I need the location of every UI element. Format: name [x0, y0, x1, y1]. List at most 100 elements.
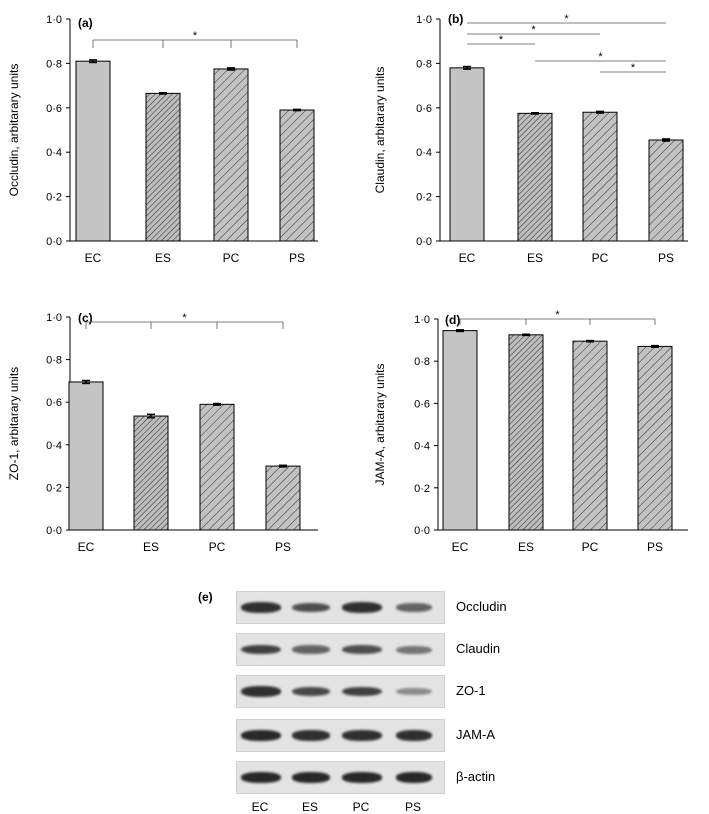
blot-lane-label: EC — [251, 800, 269, 814]
y-tick-label: 0·4 — [46, 440, 62, 452]
chart-panel-d: (d) 0·0 0·2 0·4 0·6 0·8 1·0 JAM-A, arbitarary u… — [373, 309, 688, 554]
significance-star: * — [564, 13, 569, 25]
blot-row-occludin — [236, 591, 445, 624]
y-axis-label: Occludin, arbitarary units — [7, 64, 21, 197]
error-bar-ec — [456, 329, 464, 333]
band-pc — [342, 644, 382, 655]
band-ps — [396, 772, 432, 783]
x-tick-label: PC — [582, 540, 599, 554]
bar-pc — [199, 403, 235, 531]
y-tick-label: 0·0 — [414, 525, 430, 537]
panel-label: (d) — [445, 313, 460, 327]
error-bar-ec — [89, 59, 97, 64]
y-tick-label: 0·8 — [416, 58, 432, 70]
significance-bracket: * — [459, 309, 656, 325]
chart-panel-c: (c) 0·0 0·2 0·4 0·6 0·8 1·0 ZO-1, arbitarary un… — [7, 311, 318, 554]
y-tick-label: 0·4 — [416, 147, 432, 159]
significance-star: * — [182, 312, 187, 324]
significance-star: * — [555, 309, 560, 321]
x-tick-label: ES — [527, 251, 543, 265]
chart-panel-a: (a) 0·0 0·2 0·4 0·6 0·8 1·0 Occludin, arbitarar… — [7, 14, 318, 265]
band-ec — [241, 772, 281, 783]
x-tick-label: ES — [518, 540, 534, 554]
error-bar-ps — [651, 344, 659, 348]
error-bar-ec — [82, 379, 90, 385]
blot-protein-label: JAM-A — [456, 727, 495, 742]
chart-panel-b: (b) 0·0 0·2 0·4 0·6 0·8 1·0 Claudin, arbitarary… — [373, 12, 688, 265]
x-tick-label: PC — [592, 251, 609, 265]
significance-star: * — [531, 24, 536, 36]
band-ps — [396, 687, 432, 696]
error-bar-ec — [463, 65, 471, 70]
significance-star: * — [499, 34, 504, 46]
significance-bracket: * — [600, 62, 666, 74]
y-axis-label: JAM-A, arbitarary units — [373, 363, 387, 485]
band-pc — [342, 730, 382, 741]
significance-star: * — [598, 51, 603, 63]
x-tick-label: PS — [275, 540, 291, 554]
x-tick-label: EC — [452, 540, 469, 554]
x-tick-label: EC — [459, 251, 476, 265]
error-bar-pc — [213, 402, 221, 406]
panel-label: (a) — [78, 16, 93, 30]
error-bar-ps — [293, 108, 301, 112]
y-tick-label: 0·2 — [416, 192, 432, 204]
band-ec — [241, 686, 281, 697]
y-tick-label: 0·2 — [414, 483, 430, 495]
bar-pc — [582, 111, 618, 242]
error-bar-es — [147, 413, 155, 419]
error-bar-es — [159, 92, 167, 95]
blot-protein-label: Occludin — [456, 599, 507, 614]
error-bar-pc — [227, 67, 235, 71]
significance-bracket: * — [92, 30, 298, 48]
error-bar-ps — [279, 464, 287, 468]
blot-lane-label: PC — [352, 800, 370, 814]
band-es — [292, 686, 330, 697]
significance-bracket: * — [85, 312, 284, 329]
y-tick-label: 1·0 — [416, 14, 432, 26]
bar-ec — [449, 67, 485, 242]
blot-lane-label: PS — [404, 800, 421, 814]
bar-es — [145, 92, 181, 242]
blot-protein-label: ZO-1 — [456, 683, 486, 698]
error-bar-es — [531, 111, 539, 115]
bar-pc — [572, 340, 608, 531]
bar-ec — [75, 60, 111, 242]
blot-protein-label: β-actin — [456, 769, 496, 784]
x-tick-label: PS — [647, 540, 663, 554]
significance-star: * — [631, 62, 636, 74]
band-ec — [241, 602, 281, 613]
y-tick-label: 0·0 — [416, 236, 432, 248]
blot-row-jam-a — [236, 719, 445, 752]
band-pc — [342, 772, 382, 783]
bar-ps — [648, 139, 684, 242]
y-tick-label: 1·0 — [46, 312, 62, 324]
y-tick-label: 0·6 — [414, 398, 430, 410]
error-bar-es — [522, 333, 530, 337]
error-bar-ps — [662, 138, 670, 142]
band-es — [292, 602, 330, 613]
x-tick-label: ES — [143, 540, 159, 554]
y-tick-label: 0·6 — [416, 103, 432, 115]
blot-row-claudin — [236, 633, 445, 666]
band-ec — [241, 730, 281, 741]
y-tick-label: 1·0 — [414, 314, 430, 326]
bar-ps — [279, 109, 315, 242]
band-ps — [396, 603, 432, 612]
y-tick-label: 0·8 — [414, 356, 430, 368]
bar-pc — [213, 68, 249, 242]
blot-row-zo-1 — [236, 675, 445, 708]
band-pc — [342, 602, 382, 613]
error-bar-pc — [586, 339, 594, 343]
y-tick-label: 0·0 — [46, 236, 62, 248]
panel-label: (b) — [448, 12, 463, 26]
bar-es — [508, 334, 544, 531]
y-tick-label: 0·6 — [46, 103, 62, 115]
band-ps — [396, 730, 432, 741]
bar-es — [517, 112, 553, 242]
x-tick-label: EC — [85, 251, 102, 265]
bar-ec — [68, 381, 104, 531]
blot-protein-label: Claudin — [456, 641, 501, 656]
significance-bracket: * — [467, 24, 600, 36]
y-tick-label: 1·0 — [46, 14, 62, 26]
